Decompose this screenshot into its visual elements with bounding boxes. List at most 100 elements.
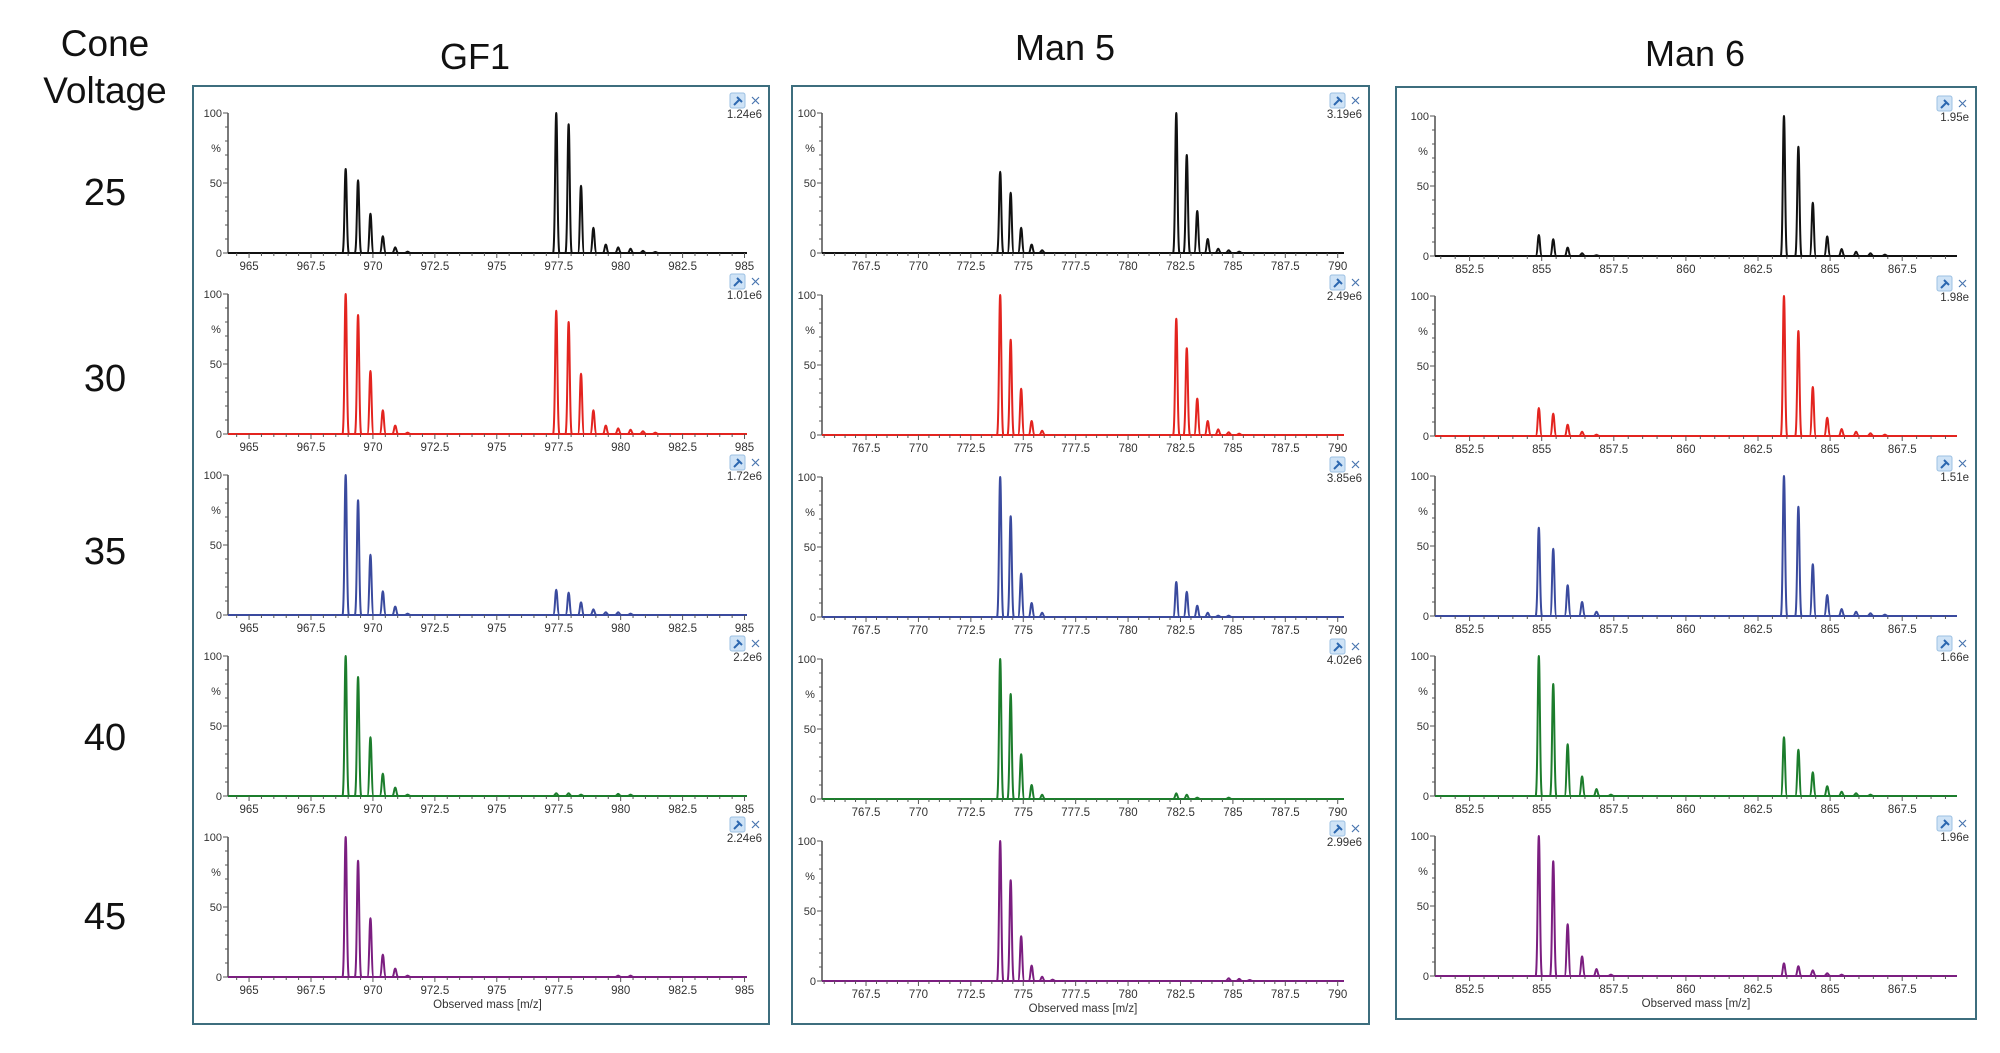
y-tick-label: 100 [798, 836, 816, 848]
close-icon[interactable] [1351, 278, 1360, 287]
spectrum-panel-45[interactable]: 0 50 100% 852.5 855 857.5 860 862.5 865 867.5 Obse… [1411, 815, 1969, 1010]
spectrum-peak [1578, 430, 1586, 437]
y-unit-label: % [805, 143, 815, 155]
spectrum-peak [1809, 969, 1817, 977]
x-tick-label: 865 [1821, 804, 1840, 816]
spectrum-peak [378, 953, 388, 978]
close-icon[interactable] [751, 277, 760, 286]
max-intensity-label: 3.85e6 [1327, 473, 1362, 485]
pin-icon[interactable] [1936, 635, 1953, 652]
close-icon[interactable] [751, 820, 760, 829]
close-icon[interactable] [1351, 460, 1360, 469]
spectrum-peak [1852, 610, 1860, 617]
x-tick-label: 975 [487, 804, 506, 816]
close-icon[interactable] [1958, 99, 1967, 108]
spectrum-panel-45[interactable]: 0 50 100% 767.5 770 772.5 775 777.5 780 782.5 785 7… [798, 820, 1362, 1015]
spectrum-peak [391, 605, 399, 616]
pin-icon[interactable] [1936, 455, 1953, 472]
spectrum-peak [404, 974, 411, 978]
spectrum-peak [1592, 967, 1601, 977]
close-icon[interactable] [751, 458, 760, 467]
spectrum-svg: 0 50 100% 965 967.5 970 972.5 975 977.5 980 982.5 9… [204, 92, 762, 1011]
spectrum-panel-30[interactable]: 0 50 100% 852.5 855 857.5 860 862.5 865 867.5 1.98… [1411, 275, 1969, 456]
close-icon[interactable] [1351, 642, 1360, 651]
x-tick-label: 980 [611, 442, 630, 454]
x-tick-label: 867.5 [1888, 444, 1917, 456]
spectrum-peak [1225, 796, 1232, 800]
cone-voltage-label: 35 [83, 531, 127, 573]
spectrum-panel-45[interactable]: 0 50 100% 965 967.5 970 972.5 975 977.5 980 982.5 9… [204, 816, 762, 1011]
spectrum-peak [1593, 433, 1600, 437]
spectrum-panel-40[interactable]: 0 50 100% 965 967.5 970 972.5 975 977.5 980 982.5 9… [204, 635, 762, 816]
pin-icon[interactable] [1329, 92, 1346, 109]
spectrum-peak [404, 431, 411, 435]
pin-icon[interactable] [1936, 275, 1953, 292]
spectrum-panel-35[interactable]: 0 50 100% 852.5 855 857.5 860 862.5 865 867.5 1.51… [1411, 455, 1969, 636]
spectrum-panel-25[interactable]: 0 50 100% 965 967.5 970 972.5 975 977.5 980 982.5 9… [204, 92, 762, 273]
spectrum-peak [1225, 977, 1233, 982]
x-tick-label: 780 [1118, 989, 1137, 1001]
pin-icon[interactable] [1329, 820, 1346, 837]
x-tick-label: 772.5 [956, 443, 985, 455]
spectrum-panel-40[interactable]: 0 50 100% 767.5 770 772.5 775 777.5 780 782.5 785 7… [798, 638, 1362, 819]
pin-icon[interactable] [1329, 274, 1346, 291]
pin-icon[interactable] [1329, 638, 1346, 655]
close-icon[interactable] [1351, 824, 1360, 833]
spectrum-peak [1838, 790, 1846, 797]
spectrum-peak [1235, 432, 1243, 436]
spectrum-panel-30[interactable]: 0 50 100% 965 967.5 970 972.5 975 977.5 980 982.5 9… [204, 273, 762, 454]
spectrum-panel-40[interactable]: 0 50 100% 852.5 855 857.5 860 862.5 865 867.5 1.66… [1411, 635, 1969, 816]
close-icon[interactable] [751, 639, 760, 648]
spectrum-peak [1607, 793, 1615, 797]
close-icon[interactable] [1958, 279, 1967, 288]
pin-icon[interactable] [1936, 815, 1953, 832]
spectrum-panel-25[interactable]: 0 50 100% 852.5 855 857.5 860 862.5 865 867.5 1.95… [1411, 95, 1969, 276]
y-tick-label: 0 [810, 430, 816, 442]
x-tick-label: 767.5 [852, 989, 881, 1001]
pin-icon[interactable] [1329, 456, 1346, 473]
pin-icon[interactable] [1936, 95, 1953, 112]
spectrum-peak [341, 835, 350, 978]
close-icon[interactable] [1351, 96, 1360, 105]
spectrum-peak [1006, 692, 1015, 800]
spectrum-peak [1563, 423, 1572, 437]
spectrum-peak [639, 430, 647, 435]
spectrum-peak [1225, 431, 1233, 436]
chart-title-man6: Man 6 [1644, 33, 1746, 74]
x-tick-label: 852.5 [1455, 984, 1484, 996]
spectrum-panel-30[interactable]: 0 50 100% 767.5 770 772.5 775 777.5 780 782.5 785 7… [798, 274, 1362, 455]
x-tick-label: 852.5 [1455, 444, 1484, 456]
close-icon[interactable] [1958, 459, 1967, 468]
spectrum-peak [378, 409, 388, 435]
close-icon[interactable] [1958, 639, 1967, 648]
y-unit-label: % [211, 143, 221, 155]
spectrum-peak [1867, 793, 1874, 797]
y-tick-label: 0 [1423, 971, 1429, 983]
x-tick-label: 982.5 [668, 804, 697, 816]
spectrum-panel-35[interactable]: 0 50 100% 965 967.5 970 972.5 975 977.5 980 982.5 9… [204, 454, 762, 635]
pin-icon[interactable] [729, 92, 746, 109]
chart-title-man5: Man 5 [1014, 27, 1116, 68]
spectrum-peak [627, 793, 634, 797]
spectrum-panel-25[interactable]: 0 50 100% 767.5 770 772.5 775 777.5 780 782.5 785 7… [798, 92, 1362, 273]
y-tick-label: 100 [204, 832, 222, 844]
pin-icon[interactable] [729, 816, 746, 833]
spectrum-peak [614, 427, 622, 435]
close-icon[interactable] [751, 96, 760, 105]
pin-icon[interactable] [729, 454, 746, 471]
y-unit-label: % [1418, 506, 1428, 518]
y-tick-label: 0 [810, 248, 816, 260]
spectrum-peak [1577, 775, 1587, 797]
spectrum-panel-35[interactable]: 0 50 100% 767.5 770 772.5 775 777.5 780 782.5 785 7… [798, 456, 1362, 637]
pin-icon[interactable] [729, 635, 746, 652]
pin-icon[interactable] [729, 273, 746, 290]
y-tick-label: 0 [216, 972, 222, 984]
close-icon[interactable] [1958, 819, 1967, 828]
y-tick-label: 100 [204, 108, 222, 120]
x-tick-label: 965 [239, 623, 258, 635]
x-axis-label: Observed mass [m/z] [433, 999, 542, 1011]
x-tick-label: 972.5 [420, 442, 449, 454]
x-tick-label: 982.5 [668, 623, 697, 635]
spectrum-peak [1534, 654, 1544, 797]
spectrum-peak [1038, 611, 1046, 618]
